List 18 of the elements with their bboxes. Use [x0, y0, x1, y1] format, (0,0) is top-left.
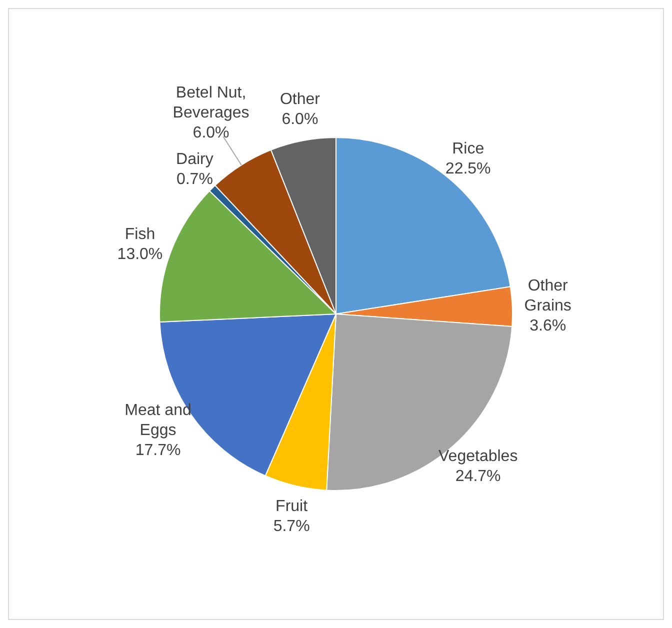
slice-label: Fruit — [276, 498, 308, 515]
data-label: 13.0% — [117, 246, 163, 263]
data-label: 5.7% — [273, 518, 310, 535]
data-label: 6.0% — [192, 124, 230, 142]
slice-label: Betel Nut, Beverages — [172, 84, 250, 122]
slice-label: Other Grains — [524, 277, 572, 314]
slice-label: Fish — [124, 226, 156, 243]
slice-label: Vegetables — [438, 448, 518, 465]
slice-label: Other — [280, 90, 321, 108]
data-label: 22.5% — [445, 160, 491, 178]
data-label: 17.7% — [135, 442, 181, 459]
slice-label: Dairy — [176, 150, 214, 168]
data-label: 0.7% — [176, 170, 213, 188]
slice-label: Meat and Eggs — [124, 402, 192, 439]
data-label: 6.0% — [282, 110, 318, 128]
slice-label: Rice — [452, 140, 484, 158]
data-label: 3.6% — [530, 317, 566, 334]
data-label: 24.7% — [455, 468, 501, 485]
